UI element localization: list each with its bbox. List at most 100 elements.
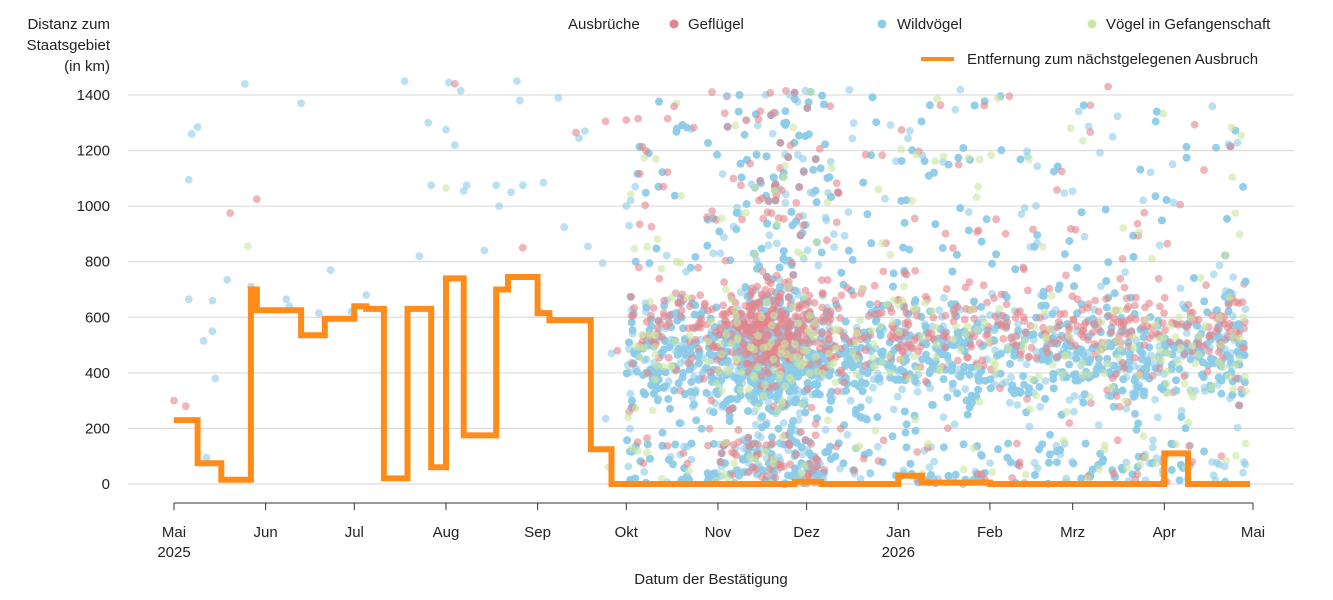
scatter-point	[682, 123, 691, 132]
scatter-point	[1119, 375, 1128, 384]
scatter-point	[962, 396, 971, 405]
scatter-point	[226, 209, 235, 218]
scatter-point	[1171, 386, 1180, 394]
scatter-point	[1153, 413, 1162, 422]
scatter-point	[1182, 153, 1191, 162]
scatter-point	[944, 472, 953, 480]
scatter-point	[1074, 107, 1083, 116]
scatter-point	[852, 406, 860, 414]
scatter-point	[826, 157, 835, 166]
scatter-point	[902, 443, 911, 452]
scatter-point	[362, 291, 371, 299]
scatter-point	[1094, 421, 1103, 429]
scatter-point	[892, 375, 900, 384]
scatter-point	[480, 246, 489, 255]
scatter-point	[1151, 117, 1160, 126]
scatter-point	[1193, 321, 1201, 330]
scatter-point	[613, 346, 622, 355]
scatter-point	[959, 367, 968, 376]
scatter-point	[664, 395, 673, 403]
scatter-point	[513, 77, 521, 85]
scatter-point	[927, 471, 935, 479]
scatter-point	[584, 242, 592, 251]
scatter-point	[1042, 301, 1050, 310]
scatter-point	[863, 415, 871, 424]
scatter-point	[1139, 333, 1148, 341]
scatter-point	[1162, 196, 1171, 204]
scatter-point	[736, 159, 745, 168]
scatter-point	[821, 426, 830, 434]
scatter-point	[1065, 237, 1074, 245]
scatter-point	[1113, 112, 1122, 121]
scatter-point	[1121, 268, 1129, 277]
scatter-point	[959, 144, 968, 152]
scatter-point	[738, 455, 747, 464]
scatter-point	[674, 379, 683, 388]
scatter-point	[926, 101, 934, 110]
scatter-point	[1213, 458, 1221, 467]
scatter-point	[1019, 372, 1027, 380]
scatter-point	[652, 155, 660, 163]
scatter-point	[799, 154, 807, 163]
scatter-point	[1020, 380, 1028, 389]
scatter-point	[1049, 384, 1058, 393]
scatter-point	[1231, 209, 1240, 218]
scatter-point	[516, 96, 524, 105]
scatter-point	[856, 413, 865, 421]
scatter-point	[462, 181, 471, 190]
scatter-point	[950, 420, 959, 428]
scatter-point	[900, 219, 909, 227]
scatter-point	[676, 359, 685, 367]
scatter-point	[873, 442, 882, 451]
scatter-point	[1175, 476, 1184, 485]
scatter-point	[695, 359, 703, 368]
scatter-point	[827, 397, 835, 405]
scatter-point	[720, 233, 728, 242]
scatter-point	[917, 117, 926, 126]
scatter-point	[869, 383, 877, 392]
scatter-point	[187, 130, 196, 138]
scatter-point	[803, 246, 812, 255]
scatter-point	[938, 350, 946, 359]
scatter-point	[744, 407, 752, 415]
scatter-point	[1032, 202, 1040, 210]
scatter-point	[953, 389, 961, 398]
scatter-point	[1046, 430, 1054, 439]
scatter-point	[1005, 398, 1014, 407]
scatter-point	[779, 247, 788, 256]
scatter-point	[779, 419, 788, 427]
scatter-point	[875, 374, 884, 382]
scatter-point	[982, 215, 991, 224]
scatter-point	[223, 275, 232, 284]
scatter-point	[1183, 329, 1191, 337]
scatter-point	[518, 181, 527, 190]
scatter-point	[1138, 349, 1147, 357]
scatter-point	[954, 153, 963, 162]
scatter-point	[1014, 387, 1023, 395]
scatter-point	[814, 261, 823, 270]
scatter-point	[199, 337, 208, 345]
scatter-point	[1177, 413, 1186, 421]
scatter-point	[713, 150, 721, 159]
scatter-point	[1241, 277, 1250, 286]
scatter-point	[1240, 458, 1248, 467]
scatter-point	[697, 424, 706, 433]
scatter-point	[846, 396, 855, 405]
scatter-point	[1163, 239, 1172, 248]
scatter-point	[663, 114, 672, 123]
scatter-point	[1045, 458, 1053, 467]
scatter-point	[948, 379, 957, 388]
scatter-point	[442, 125, 450, 134]
scatter-point	[953, 250, 961, 259]
scatter-point	[893, 392, 902, 401]
scatter-point	[781, 199, 790, 207]
scatter-point	[951, 105, 960, 114]
scatter-point	[1102, 303, 1111, 312]
scatter-point	[581, 127, 589, 135]
scatter-point	[1048, 310, 1057, 318]
scatter-point	[1013, 401, 1022, 409]
scatter-point	[1168, 160, 1177, 169]
scatter-point	[1155, 241, 1164, 250]
scatter-point	[849, 119, 858, 127]
